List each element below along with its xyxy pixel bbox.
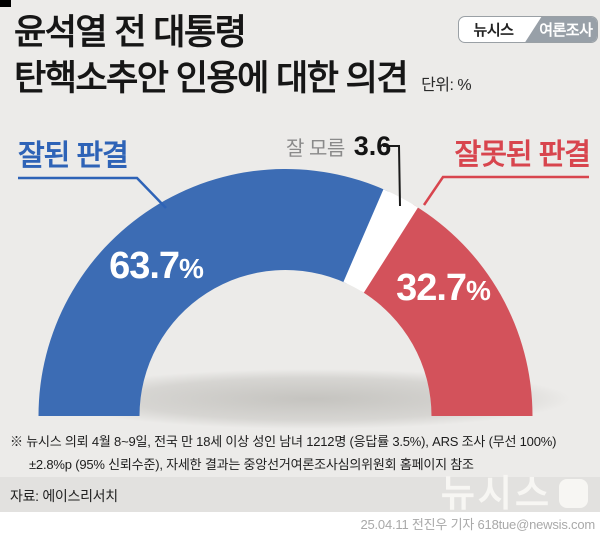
badge-category: 여론조사	[525, 17, 597, 42]
badge-brand: 뉴시스	[473, 22, 514, 39]
footer-band	[0, 512, 600, 535]
segment-label-disapprove: 잘못된 판결	[454, 139, 591, 171]
donut-shadow	[54, 369, 570, 429]
donut-segment	[361, 204, 533, 416]
value-disapprove-number: 32.7	[396, 267, 467, 309]
newsis-watermark: 뉴시스	[441, 475, 588, 512]
value-approve-percent-sign: %	[179, 253, 204, 284]
page-title-line2: 탄핵소추안 인용에 대한 의견 단위: %	[14, 56, 472, 109]
value-approve-number: 63.7	[109, 245, 180, 287]
source-label: 자료: 에이스리서치	[10, 488, 118, 504]
note-line1: ※ 뉴시스 의뢰 4월 8~9일, 전국 만 18세 이상 성인 남녀 1212…	[10, 434, 557, 449]
value-disapprove-percent-sign: %	[466, 275, 491, 306]
watermark-logo-icon	[559, 479, 588, 508]
value-label-disapprove: 32.7%	[373, 267, 513, 310]
reporter-credit: 25.04.11 전진우 기자 618tue@newsis.com	[360, 517, 595, 532]
title-block: 윤석열 전 대통령 탄핵소추안 인용에 대한 의견 단위: %	[14, 10, 472, 109]
unit-label: 단위: %	[421, 77, 472, 94]
segment-label-unknown: 잘 모름 3.6	[286, 131, 391, 162]
donut-segment	[38, 169, 389, 416]
page-title-line2-text: 탄핵소추안 인용에 대한 의견	[14, 59, 409, 98]
note-line2: ±2.8%p (95% 신뢰수준), 자세한 결과는 중앙선거여론조사심의위원회…	[29, 457, 474, 472]
source-band	[0, 477, 600, 512]
value-label-approve: 63.7%	[86, 245, 226, 288]
watermark-logo-text: 뉴시스	[440, 473, 552, 514]
page-title-line1: 윤석열 전 대통령	[14, 13, 247, 52]
segment-label-approve: 잘된 판결	[18, 140, 129, 172]
callout-line-disapprove	[422, 175, 589, 206]
callout-line-approve	[18, 176, 167, 209]
methodology-notes: ※ 뉴시스 의뢰 4월 8~9일, 전국 만 18세 이상 성인 남녀 1212…	[10, 430, 596, 476]
newsis-poll-badge: 여론조사 뉴시스	[458, 16, 598, 43]
unknown-label-value: 3.6	[353, 131, 392, 161]
corner-mark	[0, 0, 11, 7]
unknown-label-name: 잘 모름	[286, 138, 345, 160]
